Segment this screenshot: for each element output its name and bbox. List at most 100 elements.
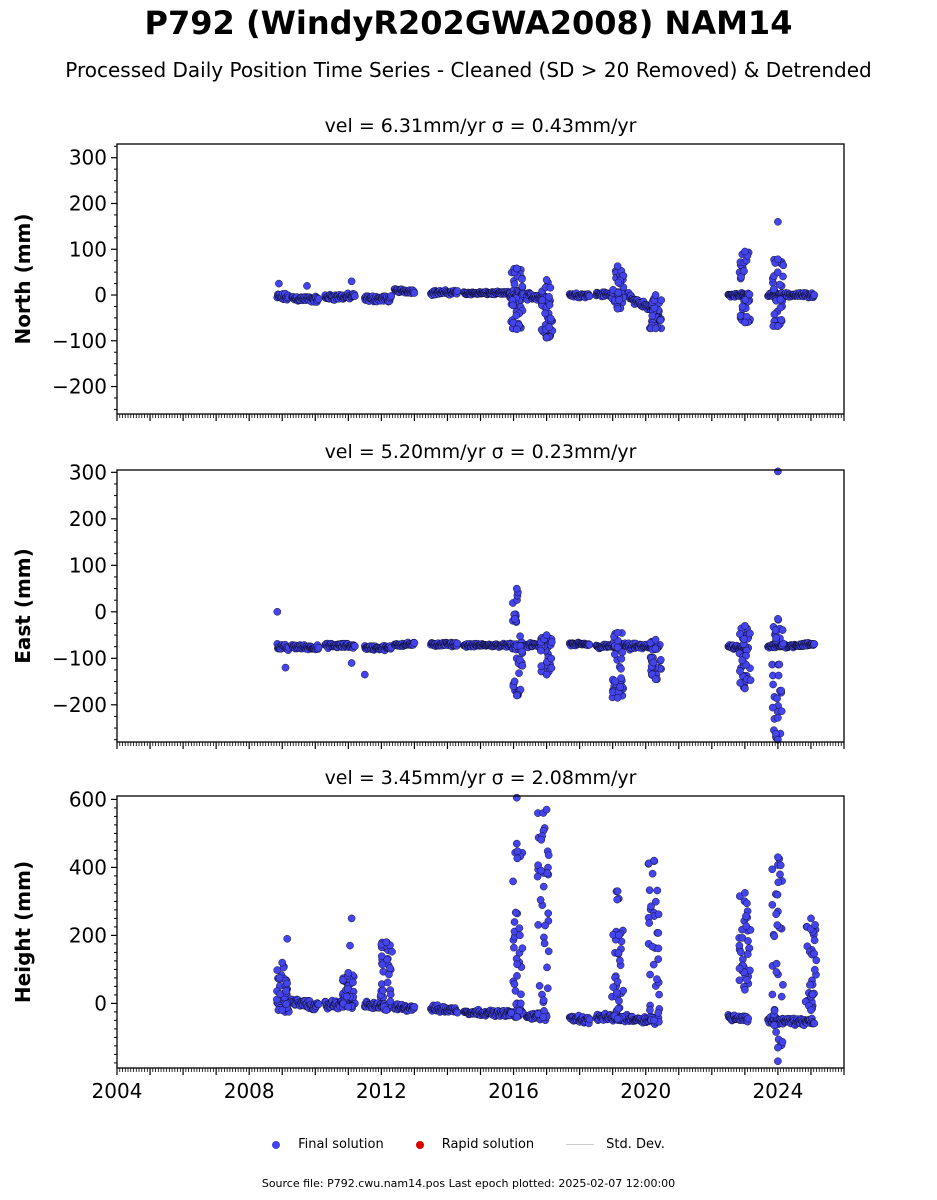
data-point xyxy=(735,941,744,950)
data-point xyxy=(774,853,782,862)
data-point xyxy=(510,943,518,952)
data-point xyxy=(808,990,817,999)
data-point xyxy=(774,1057,782,1065)
data-point xyxy=(770,310,779,319)
data-point xyxy=(735,976,744,985)
panel-1: vel = 5.20mm/yr σ = 0.23mm/yr East (mm) 30… xyxy=(11,441,845,749)
data-point xyxy=(453,1008,462,1017)
data-point xyxy=(377,952,386,961)
data-point xyxy=(507,1009,516,1017)
data-point xyxy=(410,1003,419,1011)
data-point xyxy=(738,302,747,311)
panel-title: vel = 3.45mm/yr σ = 2.08mm/yr xyxy=(325,767,637,789)
data-point xyxy=(379,986,387,995)
data-point xyxy=(779,981,787,989)
data-point xyxy=(777,686,786,695)
data-point xyxy=(613,262,622,271)
data-point xyxy=(614,949,623,957)
data-point xyxy=(649,960,658,969)
data-point xyxy=(539,996,548,1005)
legend-item-rapid: Rapid solution xyxy=(415,1137,534,1152)
y-tick-label: −100 xyxy=(52,646,107,670)
data-point xyxy=(314,1000,323,1009)
data-point xyxy=(453,287,462,295)
data-point xyxy=(741,889,749,897)
data-point xyxy=(657,296,666,304)
data-point xyxy=(613,643,622,652)
data-point xyxy=(513,264,521,273)
x-tick-label: 2012 xyxy=(356,1079,407,1103)
data-point xyxy=(546,314,555,323)
data-point xyxy=(510,918,519,926)
data-point xyxy=(616,956,624,965)
data-point xyxy=(656,316,665,325)
data-point xyxy=(650,1016,658,1025)
data-point xyxy=(772,968,781,976)
data-point xyxy=(513,960,521,969)
data-point xyxy=(810,640,819,648)
data-point xyxy=(314,295,323,303)
data-point xyxy=(537,662,546,670)
data-points xyxy=(273,217,819,342)
data-point xyxy=(541,921,549,930)
data-point xyxy=(349,978,357,987)
data-point xyxy=(743,899,751,908)
y-tick-label: 400 xyxy=(69,855,107,879)
y-tick-label: 0 xyxy=(94,600,107,624)
data-point xyxy=(768,901,777,909)
data-point xyxy=(360,670,369,679)
data-point xyxy=(744,950,752,959)
data-point xyxy=(542,805,551,814)
data-point xyxy=(742,922,751,930)
data-point xyxy=(382,1006,391,1015)
data-point xyxy=(547,654,556,663)
data-point xyxy=(779,272,787,281)
y-tick-label: −200 xyxy=(52,375,107,399)
data-point xyxy=(777,992,786,1001)
data-point xyxy=(339,976,347,984)
data-point xyxy=(770,1021,779,1029)
data-point xyxy=(768,990,777,999)
data-point xyxy=(776,303,785,312)
data-point xyxy=(611,677,620,686)
data-point xyxy=(650,856,658,865)
data-point xyxy=(776,870,784,879)
data-point xyxy=(614,278,623,287)
data-point xyxy=(807,1006,815,1015)
data-point xyxy=(513,854,522,863)
data-point xyxy=(613,304,622,313)
data-point xyxy=(386,990,395,999)
y-tick-label: −100 xyxy=(52,329,107,353)
legend-label-final: Final solution xyxy=(298,1137,384,1152)
data-point xyxy=(533,872,542,881)
y-tick-label: 200 xyxy=(69,923,107,947)
data-point xyxy=(774,878,783,887)
legend-marker-final xyxy=(272,1140,281,1149)
data-point xyxy=(651,324,660,333)
data-point xyxy=(744,1014,753,1023)
data-point xyxy=(776,295,785,304)
data-point xyxy=(654,929,663,937)
data-point xyxy=(742,912,750,921)
data-point xyxy=(741,622,749,630)
y-tick-label: 100 xyxy=(69,237,107,261)
data-point xyxy=(535,982,544,990)
data-point xyxy=(513,972,521,980)
data-point xyxy=(772,634,780,642)
data-point xyxy=(543,963,551,972)
data-point xyxy=(773,694,781,703)
data-point xyxy=(655,990,663,999)
data-point xyxy=(651,635,660,644)
legend: Final solution Rapid solution Std. Dev. xyxy=(0,1137,937,1152)
data-point xyxy=(510,280,519,289)
data-point xyxy=(647,902,655,911)
legend-label-stddev: Std. Dev. xyxy=(606,1137,665,1152)
data-point xyxy=(619,986,628,995)
data-point xyxy=(513,839,521,848)
data-point xyxy=(275,973,284,982)
data-point xyxy=(515,924,524,933)
data-point xyxy=(772,1028,780,1036)
data-point xyxy=(511,615,519,623)
data-point xyxy=(282,1000,291,1009)
data-point xyxy=(539,1013,548,1021)
